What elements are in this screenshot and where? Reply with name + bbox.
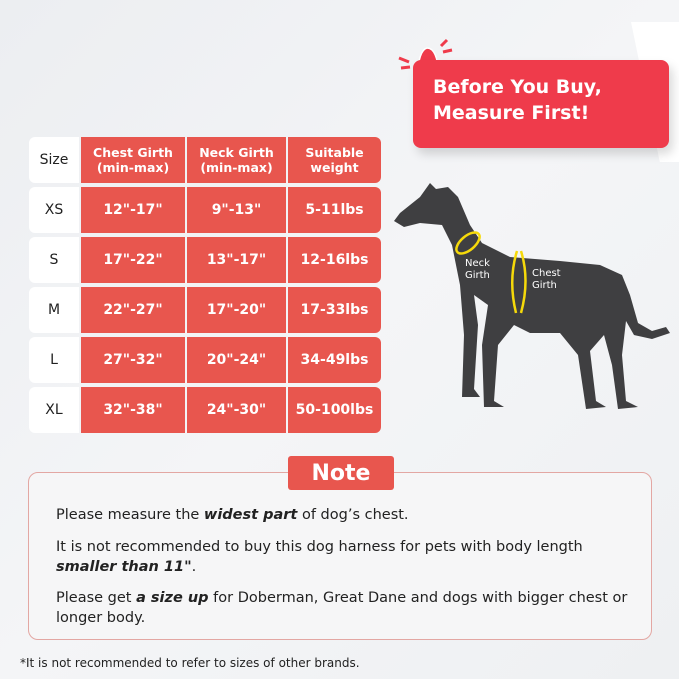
cell-size: M xyxy=(29,287,79,333)
cell-size: S xyxy=(29,237,79,283)
header-weight: Suitable weight xyxy=(288,137,381,183)
cell-neck-girth: 13"-17" xyxy=(187,237,286,283)
chest-girth-label: Chest Girth xyxy=(532,268,561,291)
banner-line-1: Before You Buy, xyxy=(433,76,602,98)
cell-weight: 12-16lbs xyxy=(288,237,381,283)
note-paragraph-1: Please measure the widest part of dog’s … xyxy=(56,507,409,523)
cell-size: L xyxy=(29,337,79,383)
cell-chest-girth: 22"-27" xyxy=(81,287,185,333)
table-row: S 17"-22" 13"-17" 12-16lbs xyxy=(29,237,381,283)
cell-size: XS xyxy=(29,187,79,233)
neck-girth-label: Neck Girth xyxy=(465,258,490,281)
table-row: L 27"-32" 20"-24" 34-49lbs xyxy=(29,337,381,383)
cell-neck-girth: 17"-20" xyxy=(187,287,286,333)
cell-weight: 17-33lbs xyxy=(288,287,381,333)
table-row: XL 32"-38" 24"-30" 50-100lbs xyxy=(29,387,381,433)
table-row: M 22"-27" 17"-20" 17-33lbs xyxy=(29,287,381,333)
banner-line-2: Measure First! xyxy=(433,102,590,124)
size-chart-table: Size Chest Girth (min-max) Neck Girth (m… xyxy=(29,137,381,437)
cell-neck-girth: 24"-30" xyxy=(187,387,286,433)
cell-chest-girth: 27"-32" xyxy=(81,337,185,383)
cell-size: XL xyxy=(29,387,79,433)
note-paragraph-3: Please get a size up for Doberman, Great… xyxy=(56,590,628,626)
note-paragraph-2: It is not recommended to buy this dog ha… xyxy=(56,539,583,575)
cell-chest-girth: 12"-17" xyxy=(81,187,185,233)
cell-weight: 5-11lbs xyxy=(288,187,381,233)
cell-chest-girth: 17"-22" xyxy=(81,237,185,283)
cell-weight: 34-49lbs xyxy=(288,337,381,383)
dog-silhouette xyxy=(394,183,670,409)
note-title: Note xyxy=(288,456,394,490)
before-you-buy-banner: Before You Buy, Measure First! xyxy=(413,60,669,148)
cell-neck-girth: 20"-24" xyxy=(187,337,286,383)
cell-weight: 50-100lbs xyxy=(288,387,381,433)
table-header-row: Size Chest Girth (min-max) Neck Girth (m… xyxy=(29,137,381,183)
footnote: *It is not recommended to refer to sizes… xyxy=(20,656,360,670)
header-neck-girth: Neck Girth (min-max) xyxy=(187,137,286,183)
table-row: XS 12"-17" 9"-13" 5-11lbs xyxy=(29,187,381,233)
header-chest-girth: Chest Girth (min-max) xyxy=(81,137,185,183)
cell-neck-girth: 9"-13" xyxy=(187,187,286,233)
cell-chest-girth: 32"-38" xyxy=(81,387,185,433)
header-size: Size xyxy=(29,137,79,183)
